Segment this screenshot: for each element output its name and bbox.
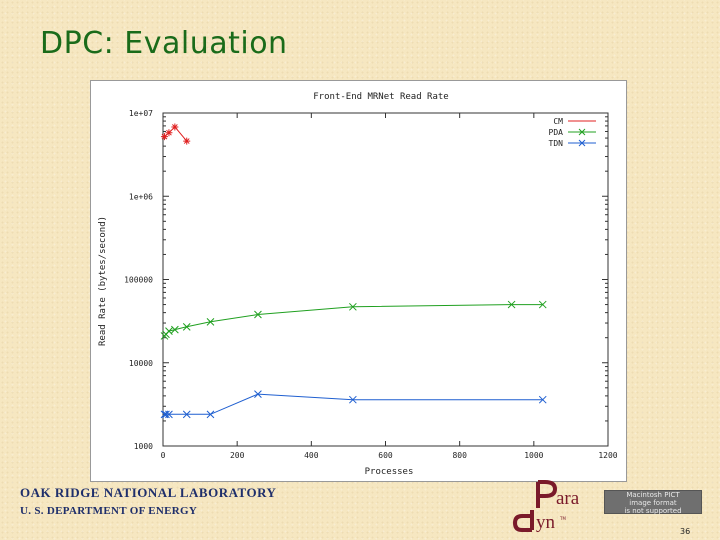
legend-label-pda: PDA (549, 128, 564, 137)
y-tick-label: 100000 (124, 276, 153, 285)
page-number: 36 (680, 527, 691, 536)
x-tick-label: 600 (378, 451, 393, 460)
data-point-pda (254, 310, 262, 319)
data-point-tdn (182, 410, 191, 419)
data-point-pda (349, 302, 357, 311)
y-tick-label: 10000 (129, 359, 153, 368)
data-point-tdn (206, 410, 215, 419)
data-point-pda (182, 322, 191, 331)
data-point-pda (206, 317, 215, 326)
legend-label-tdn: TDN (549, 139, 564, 148)
data-point-pda (165, 327, 173, 335)
read-rate-chart: Front-End MRNet Read Rate Processes Read… (98, 92, 618, 477)
legend-label-cm: CM (553, 117, 563, 126)
data-point-tdn (254, 390, 262, 398)
x-tick-label: 400 (304, 451, 319, 460)
x-tick-label: 1200 (598, 451, 617, 460)
data-point-cm (171, 123, 179, 131)
unsupported-image-placeholder: Macintosh PICT image format is not suppo… (604, 490, 702, 515)
svg-text:TM: TM (559, 516, 566, 521)
data-point-tdn (538, 395, 547, 404)
data-point-cm (160, 133, 168, 141)
chart-title: Front-End MRNet Read Rate (313, 92, 448, 102)
organization-text: OAK RIDGE NATIONAL LABORATORY U. S. DEPA… (20, 485, 276, 517)
data-point-tdn (165, 410, 173, 419)
series-line-tdn (164, 393, 543, 415)
data-point-tdn (349, 395, 357, 404)
slide-title: DPC: Evaluation (40, 26, 288, 61)
x-tick-label: 200 (230, 451, 245, 460)
y-tick-label: 1e+07 (129, 109, 153, 118)
data-point-tdn (162, 410, 170, 419)
legend-marker-pda (578, 128, 586, 136)
data-point-pda (171, 325, 179, 334)
y-axis-label: Read Rate (bytes/second) (98, 216, 108, 346)
plot-border (162, 112, 609, 447)
placeholder-line-2: image format (629, 499, 677, 507)
x-tick-label: 0 (161, 451, 166, 460)
placeholder-line-3: is not supported (624, 507, 682, 515)
chart-frame: Front-End MRNet Read Rate Processes Read… (90, 80, 627, 482)
org-line-2: U. S. DEPARTMENT OF ENERGY (20, 505, 198, 517)
y-tick-label: 1e+06 (129, 192, 153, 201)
data-point-pda (538, 300, 547, 309)
x-axis-label: Processes (365, 467, 414, 477)
y-tick-label: 1000 (134, 442, 153, 451)
x-tick-label: 1000 (524, 451, 543, 460)
data-point-cm (165, 129, 173, 137)
svg-text:yn: yn (536, 512, 556, 533)
data-point-cm (183, 137, 191, 145)
org-line-1: OAK RIDGE NATIONAL LABORATORY (20, 485, 277, 500)
x-tick-label: 800 (452, 451, 467, 460)
data-point-pda (507, 300, 516, 309)
svg-text:ara: ara (556, 488, 580, 509)
legend-marker-tdn (578, 139, 586, 147)
paradyn-logo: ara yn TM (512, 480, 580, 533)
placeholder-line-1: Macintosh PICT (626, 491, 680, 499)
series-line-pda (164, 304, 543, 337)
